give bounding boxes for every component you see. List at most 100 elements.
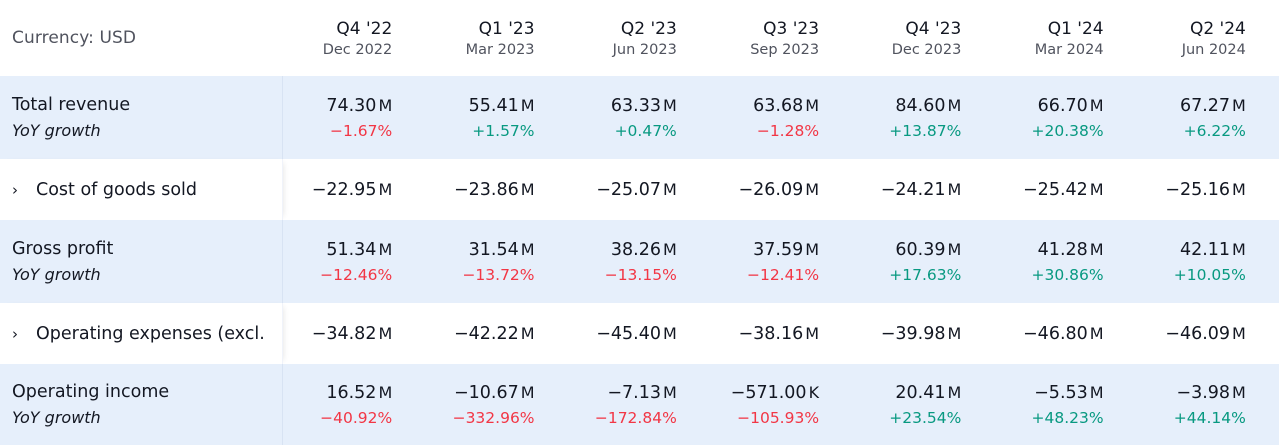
- period-quarter: Q4 '22: [336, 18, 393, 39]
- value: 38.26 M: [610, 239, 677, 260]
- value-cell: −46.80 M: [994, 303, 1136, 364]
- expandable-row-label[interactable]: › Operating expenses (excl.: [12, 324, 282, 344]
- value: −24.21 M: [880, 179, 962, 200]
- value-cell: 41.28 M +30.86%: [994, 220, 1136, 303]
- row-sub-label: YoY growth: [12, 265, 101, 284]
- currency-label: Currency: USD: [12, 28, 137, 48]
- period-date: Sep 2023: [750, 41, 820, 58]
- row-operating-expenses[interactable]: › Operating expenses (excl. −34.82 M −42.…: [0, 303, 1279, 364]
- value-cell: 63.33 M +0.47%: [568, 76, 710, 159]
- yoy-value: −332.96%: [452, 408, 535, 427]
- yoy-value: −1.67%: [330, 121, 393, 140]
- value: 67.27 M: [1179, 95, 1246, 116]
- value-cell: 31.54 M −13.72%: [425, 220, 567, 303]
- value: 20.41 M: [895, 382, 962, 403]
- value-cell: −10.67 M −332.96%: [425, 364, 567, 445]
- value-cell: −42.22 M: [425, 303, 567, 364]
- value: 66.70 M: [1037, 95, 1104, 116]
- value: −571.00 K: [730, 382, 820, 403]
- row-label: Cost of goods sold: [36, 179, 198, 200]
- value: −25.42 M: [1023, 179, 1104, 200]
- yoy-value: −105.93%: [737, 408, 820, 427]
- value-cell: 66.70 M +20.38%: [994, 76, 1136, 159]
- value: 37.59 M: [753, 239, 820, 260]
- period-quarter: Q2 '24: [1189, 18, 1246, 39]
- period-header: Q2 '24 Jun 2024: [1137, 0, 1279, 76]
- row-label: Operating income: [12, 382, 170, 402]
- yoy-value: +48.23%: [1031, 408, 1104, 427]
- value-cell: 37.59 M −12.41%: [710, 220, 852, 303]
- value: 55.41 M: [468, 95, 535, 116]
- value: −39.98 M: [880, 323, 962, 344]
- row-cost-of-goods-sold[interactable]: › Cost of goods sold −22.95 M −23.86 M −25…: [0, 159, 1279, 220]
- period-date: Mar 2024: [1034, 41, 1104, 58]
- yoy-value: +23.54%: [889, 408, 962, 427]
- yoy-value: +1.57%: [472, 121, 535, 140]
- period-quarter: Q2 '23: [620, 18, 677, 39]
- value: 63.68 M: [753, 95, 820, 116]
- value-cell: −45.40 M: [568, 303, 710, 364]
- value-cell: −24.21 M: [852, 159, 994, 220]
- value: −25.07 M: [596, 179, 677, 200]
- value: 51.34 M: [326, 239, 393, 260]
- value: −22.95 M: [311, 179, 393, 200]
- row-label-cell[interactable]: › Operating expenses (excl.: [0, 303, 283, 364]
- yoy-value: −13.15%: [604, 265, 677, 284]
- yoy-value: +6.22%: [1183, 121, 1246, 140]
- row-operating-income[interactable]: Operating income YoY growth 16.52 M −40.92…: [0, 364, 1279, 445]
- value: 42.11 M: [1179, 239, 1246, 260]
- value-cell: 55.41 M +1.57%: [425, 76, 567, 159]
- value: −46.09 M: [1165, 323, 1246, 344]
- yoy-value: −1.28%: [756, 121, 820, 140]
- value: 74.30 M: [326, 95, 393, 116]
- row-label-cell[interactable]: › Cost of goods sold: [0, 159, 283, 220]
- value: −5.53 M: [1034, 382, 1104, 403]
- value: −25.16 M: [1165, 179, 1246, 200]
- row-sub-label: YoY growth: [12, 408, 101, 427]
- yoy-value: +10.05%: [1173, 265, 1246, 284]
- value-cell: −25.07 M: [568, 159, 710, 220]
- value-cell: 16.52 M −40.92%: [283, 364, 425, 445]
- value-cell: −26.09 M: [710, 159, 852, 220]
- row-label: Operating expenses (excl.: [36, 323, 265, 344]
- period-quarter: Q1 '23: [478, 18, 535, 39]
- value-cell: 42.11 M +10.05%: [1137, 220, 1279, 303]
- value-cell: −23.86 M: [425, 159, 567, 220]
- period-quarter: Q4 '23: [905, 18, 962, 39]
- period-date: Dec 2023: [891, 41, 962, 58]
- header-row: Currency: USD Q4 '22 Dec 2022 Q1 '23 Mar…: [0, 0, 1279, 76]
- value: −7.13 M: [607, 382, 677, 403]
- row-total-revenue[interactable]: Total revenue YoY growth 74.30 M −1.67% 55…: [0, 76, 1279, 159]
- value: −34.82 M: [311, 323, 393, 344]
- yoy-value: −12.41%: [746, 265, 820, 284]
- value: −3.98 M: [1176, 382, 1246, 403]
- value-cell: 60.39 M +17.63%: [852, 220, 994, 303]
- yoy-value: −172.84%: [594, 408, 677, 427]
- currency-cell: Currency: USD: [0, 0, 283, 76]
- value-cell: −3.98 M +44.14%: [1137, 364, 1279, 445]
- value-cell: −39.98 M: [852, 303, 994, 364]
- value: −38.16 M: [738, 323, 820, 344]
- row-label: Total revenue: [12, 95, 131, 115]
- row-label-cell: Operating income YoY growth: [0, 364, 283, 445]
- value: 60.39 M: [895, 239, 962, 260]
- value-cell: 20.41 M +23.54%: [852, 364, 994, 445]
- row-label-cell: Total revenue YoY growth: [0, 76, 283, 159]
- expandable-row-label[interactable]: › Cost of goods sold: [12, 180, 282, 200]
- period-header: Q4 '22 Dec 2022: [283, 0, 425, 76]
- period-date: Dec 2022: [322, 41, 393, 58]
- value: −26.09 M: [738, 179, 820, 200]
- chevron-right-icon[interactable]: ›: [12, 324, 18, 343]
- row-gross-profit[interactable]: Gross profit YoY growth 51.34 M −12.46% 31…: [0, 220, 1279, 303]
- value-cell: −34.82 M: [283, 303, 425, 364]
- yoy-value: +17.63%: [889, 265, 962, 284]
- chevron-right-icon[interactable]: ›: [12, 180, 18, 199]
- value-cell: 51.34 M −12.46%: [283, 220, 425, 303]
- value: −45.40 M: [596, 323, 677, 344]
- yoy-value: +30.86%: [1031, 265, 1104, 284]
- value-cell: 74.30 M −1.67%: [283, 76, 425, 159]
- period-header: Q1 '23 Mar 2023: [425, 0, 567, 76]
- yoy-value: +0.47%: [614, 121, 677, 140]
- value: −23.86 M: [453, 179, 535, 200]
- yoy-value: +13.87%: [889, 121, 962, 140]
